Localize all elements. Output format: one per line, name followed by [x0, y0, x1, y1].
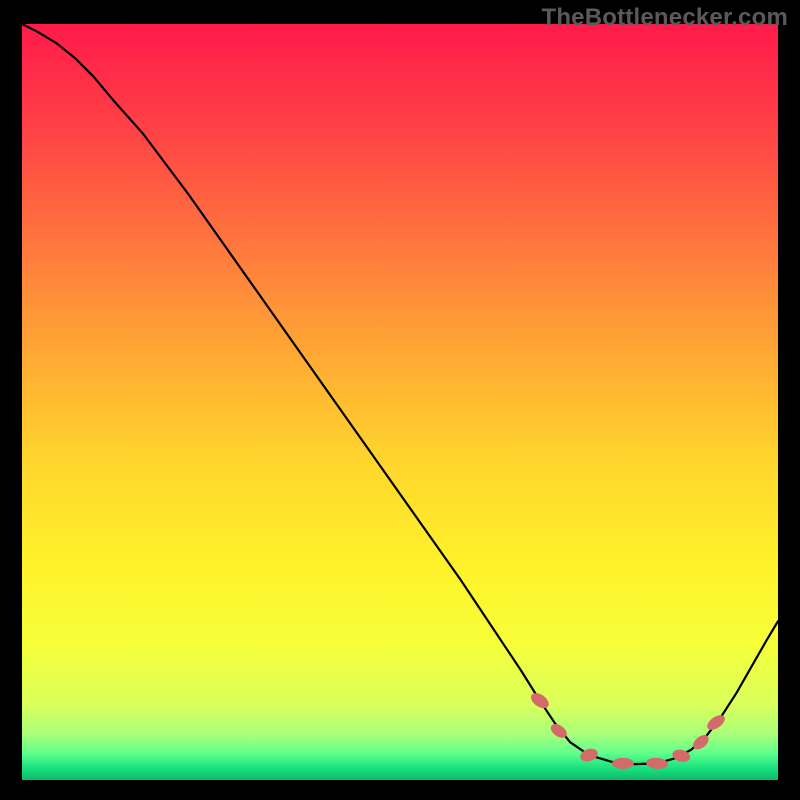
curve-marker [528, 690, 551, 711]
curve-layer [22, 24, 778, 780]
bottleneck-curve [22, 24, 778, 764]
curve-marker [612, 758, 634, 769]
chart-frame: TheBottlenecker.com [0, 0, 800, 800]
watermark-text: TheBottlenecker.com [541, 4, 788, 32]
curve-marker [646, 757, 669, 770]
plot-area [22, 24, 778, 780]
curve-marker [705, 712, 728, 732]
